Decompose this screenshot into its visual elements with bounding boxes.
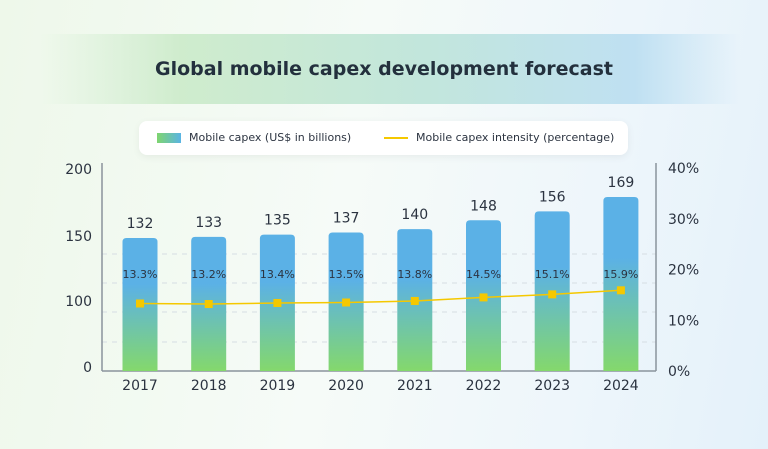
bar-value-label: 156: [539, 189, 566, 205]
x-tick-label: 2021: [397, 378, 433, 394]
intensity-line: [139, 289, 621, 305]
percent-label: 13.5%: [329, 268, 364, 281]
intensity-point: [548, 290, 557, 299]
right-tick-label: 0%: [668, 364, 690, 380]
legend-item-intensity: Mobile capex intensity (percentage): [384, 131, 614, 144]
intensity-point: [410, 296, 419, 305]
x-tick-label: 2018: [191, 378, 227, 394]
percent-label: 15.1%: [535, 268, 570, 281]
bar-value-label: 140: [401, 207, 428, 223]
right-tick-label: 10%: [668, 313, 699, 329]
left-tick-label: 100: [65, 294, 92, 310]
left-tick-label: 0: [83, 360, 92, 376]
legend-label: Mobile capex intensity (percentage): [416, 131, 615, 144]
intensity-point: [204, 300, 213, 309]
intensity-point: [479, 293, 488, 302]
right-tick-label: 30%: [668, 212, 699, 228]
percent-label: 13.2%: [191, 268, 226, 281]
legend: Mobile capex (US$ in billions) Mobile ca…: [139, 121, 628, 155]
bar: [603, 197, 639, 371]
intensity-point: [616, 286, 625, 295]
x-tick-label: 2024: [603, 378, 639, 394]
right-tick-label: 20%: [668, 263, 699, 279]
x-tick-label: 2019: [260, 378, 296, 394]
bar-value-label: 148: [470, 198, 497, 214]
left-tick-label: 200: [65, 162, 92, 178]
x-tick-label: 2020: [328, 378, 364, 394]
legend-item-capex: Mobile capex (US$ in billions): [157, 131, 351, 144]
percent-label: 13.8%: [397, 268, 432, 281]
legend-label: Mobile capex (US$ in billions): [189, 131, 352, 144]
bar-value-label: 137: [333, 210, 360, 226]
chart-title: Global mobile capex development forecast: [154, 58, 613, 80]
percent-label: 13.4%: [260, 268, 295, 281]
right-tick-label: 40%: [668, 161, 699, 177]
x-tick-label: 2023: [534, 378, 570, 394]
legend-swatch-bar: [157, 132, 181, 143]
x-tick-label: 2022: [466, 378, 502, 394]
bar-value-label: 133: [195, 215, 222, 231]
title-banner: [40, 34, 740, 104]
intensity-point: [342, 298, 351, 307]
percent-label: 13.3%: [123, 268, 158, 281]
intensity-point: [136, 299, 144, 308]
bar-value-label: 132: [127, 216, 154, 232]
intensity-point: [273, 298, 282, 307]
percent-label: 15.9%: [603, 268, 638, 281]
x-tick-label: 2017: [122, 378, 158, 394]
bar-value-label: 169: [608, 175, 635, 191]
legend-swatch-line: [384, 136, 408, 139]
percent-label: 14.5%: [466, 268, 501, 281]
bar-value-label: 135: [264, 213, 291, 229]
left-tick-label: 150: [65, 229, 92, 245]
